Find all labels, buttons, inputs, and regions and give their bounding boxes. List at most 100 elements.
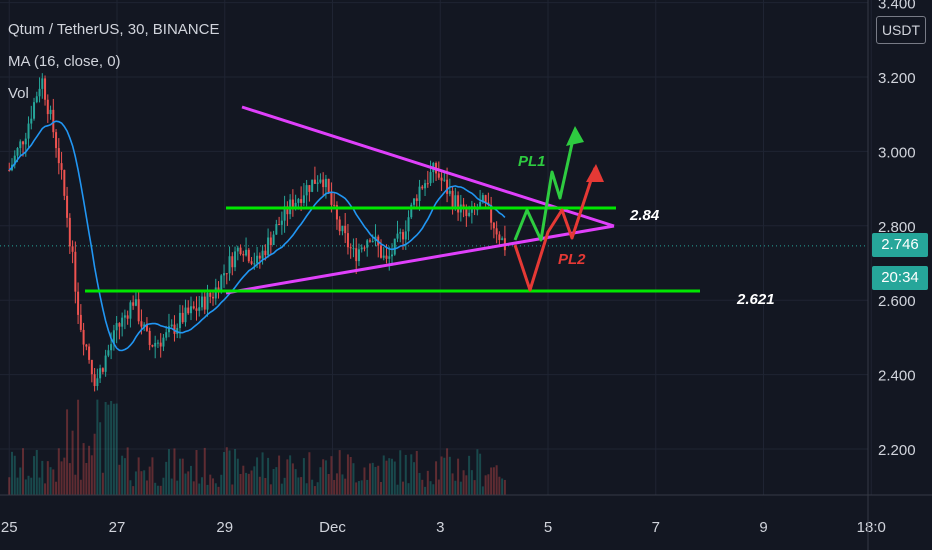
pl1-path [513, 129, 577, 242]
volume-bar [404, 454, 407, 495]
candle-body [71, 246, 74, 252]
volume-bar [396, 484, 399, 495]
chart-title: Qtum / TetherUS, 30, BINANCE [8, 21, 220, 38]
volume-bar [465, 475, 468, 495]
ma-line [8, 120, 506, 352]
volume-bar [280, 483, 283, 495]
volume-bar [140, 471, 143, 495]
candle-body [280, 220, 283, 225]
x-tick-label: Dec [319, 519, 346, 536]
volume-bar [374, 466, 377, 495]
volume-bar [85, 462, 88, 495]
volume-bar [479, 453, 482, 495]
x-tick-label: 9 [759, 519, 767, 536]
candle-body [440, 177, 443, 181]
candle-body [286, 206, 289, 215]
volume-bar [228, 450, 231, 495]
volume-bar [167, 449, 170, 495]
volume-bar [468, 455, 471, 495]
volume-bar [44, 483, 47, 495]
volume-bar [291, 463, 294, 495]
candle-body [413, 198, 416, 205]
candle-body [99, 368, 102, 379]
volume-bar [399, 450, 402, 495]
volume-bar [99, 422, 102, 495]
candle-body [220, 275, 223, 293]
y-tick-label: 2.200 [878, 442, 916, 459]
pl1-label: PL1 [518, 153, 546, 170]
candle-body [52, 109, 55, 133]
candle-body [391, 254, 394, 257]
volume-bar [391, 458, 394, 495]
candle-body [338, 219, 341, 232]
candle-body [214, 287, 217, 299]
volume-bar [162, 477, 165, 495]
candle-body [316, 182, 319, 184]
volume-bar [170, 478, 173, 495]
candle-body [165, 332, 168, 338]
volume-bar [126, 447, 129, 495]
volume-bar [426, 470, 429, 495]
volume-bar [82, 443, 85, 495]
vol-legend: Vol [8, 85, 29, 102]
candle-body [360, 247, 363, 250]
volume-bar [289, 455, 292, 495]
candle-body [74, 251, 77, 292]
candle-body [247, 249, 250, 262]
candle-body [184, 307, 187, 323]
candle-body [297, 199, 300, 203]
volume-bar [360, 480, 363, 495]
volume-bar [382, 455, 385, 495]
volume-bar [275, 467, 278, 495]
candle-body [90, 359, 93, 375]
volume-bar [418, 472, 421, 495]
candle-body [258, 255, 261, 259]
candle-body [368, 240, 371, 242]
candle-body [85, 344, 88, 347]
volume-bar [476, 449, 479, 495]
volume-bar [203, 447, 206, 495]
volume-bar [327, 473, 330, 495]
volume-bar [385, 460, 388, 495]
volume-bar [134, 471, 137, 495]
candle-body [223, 273, 226, 276]
volume-bar [470, 470, 473, 495]
candle-body [481, 195, 484, 203]
volume-bar [487, 474, 490, 495]
volume-bar [165, 461, 168, 495]
volume-bar [118, 464, 121, 495]
candle-body [44, 78, 47, 100]
candle-body [35, 96, 38, 103]
candle-body [443, 179, 446, 181]
candle-body [324, 178, 327, 188]
candle-body [63, 169, 66, 196]
volume-bar [223, 452, 226, 495]
candle-body [60, 163, 63, 170]
candle-body [206, 292, 209, 310]
candle-body [418, 186, 421, 201]
candle-body [426, 183, 429, 185]
volume-bar [503, 479, 506, 495]
candle-body [159, 342, 162, 347]
candle-body [110, 344, 113, 351]
volume-bar [258, 476, 261, 495]
candle-body [424, 183, 427, 189]
volume-bar [68, 463, 71, 495]
volume-bar [19, 467, 22, 495]
volume-bar [242, 465, 245, 495]
candle-body [305, 185, 308, 196]
candle-body [327, 178, 330, 193]
currency-unit-button[interactable]: USDT [876, 16, 926, 44]
volume-bar [8, 477, 11, 495]
candle-body [145, 324, 148, 331]
candle-body [101, 368, 104, 372]
volume-bar [256, 457, 259, 495]
volume-bar [261, 452, 264, 495]
volume-bar [269, 484, 272, 495]
volume-bar [178, 458, 181, 495]
candle-body [371, 241, 374, 243]
volume-bar [473, 480, 476, 495]
volume-bar [308, 452, 311, 495]
